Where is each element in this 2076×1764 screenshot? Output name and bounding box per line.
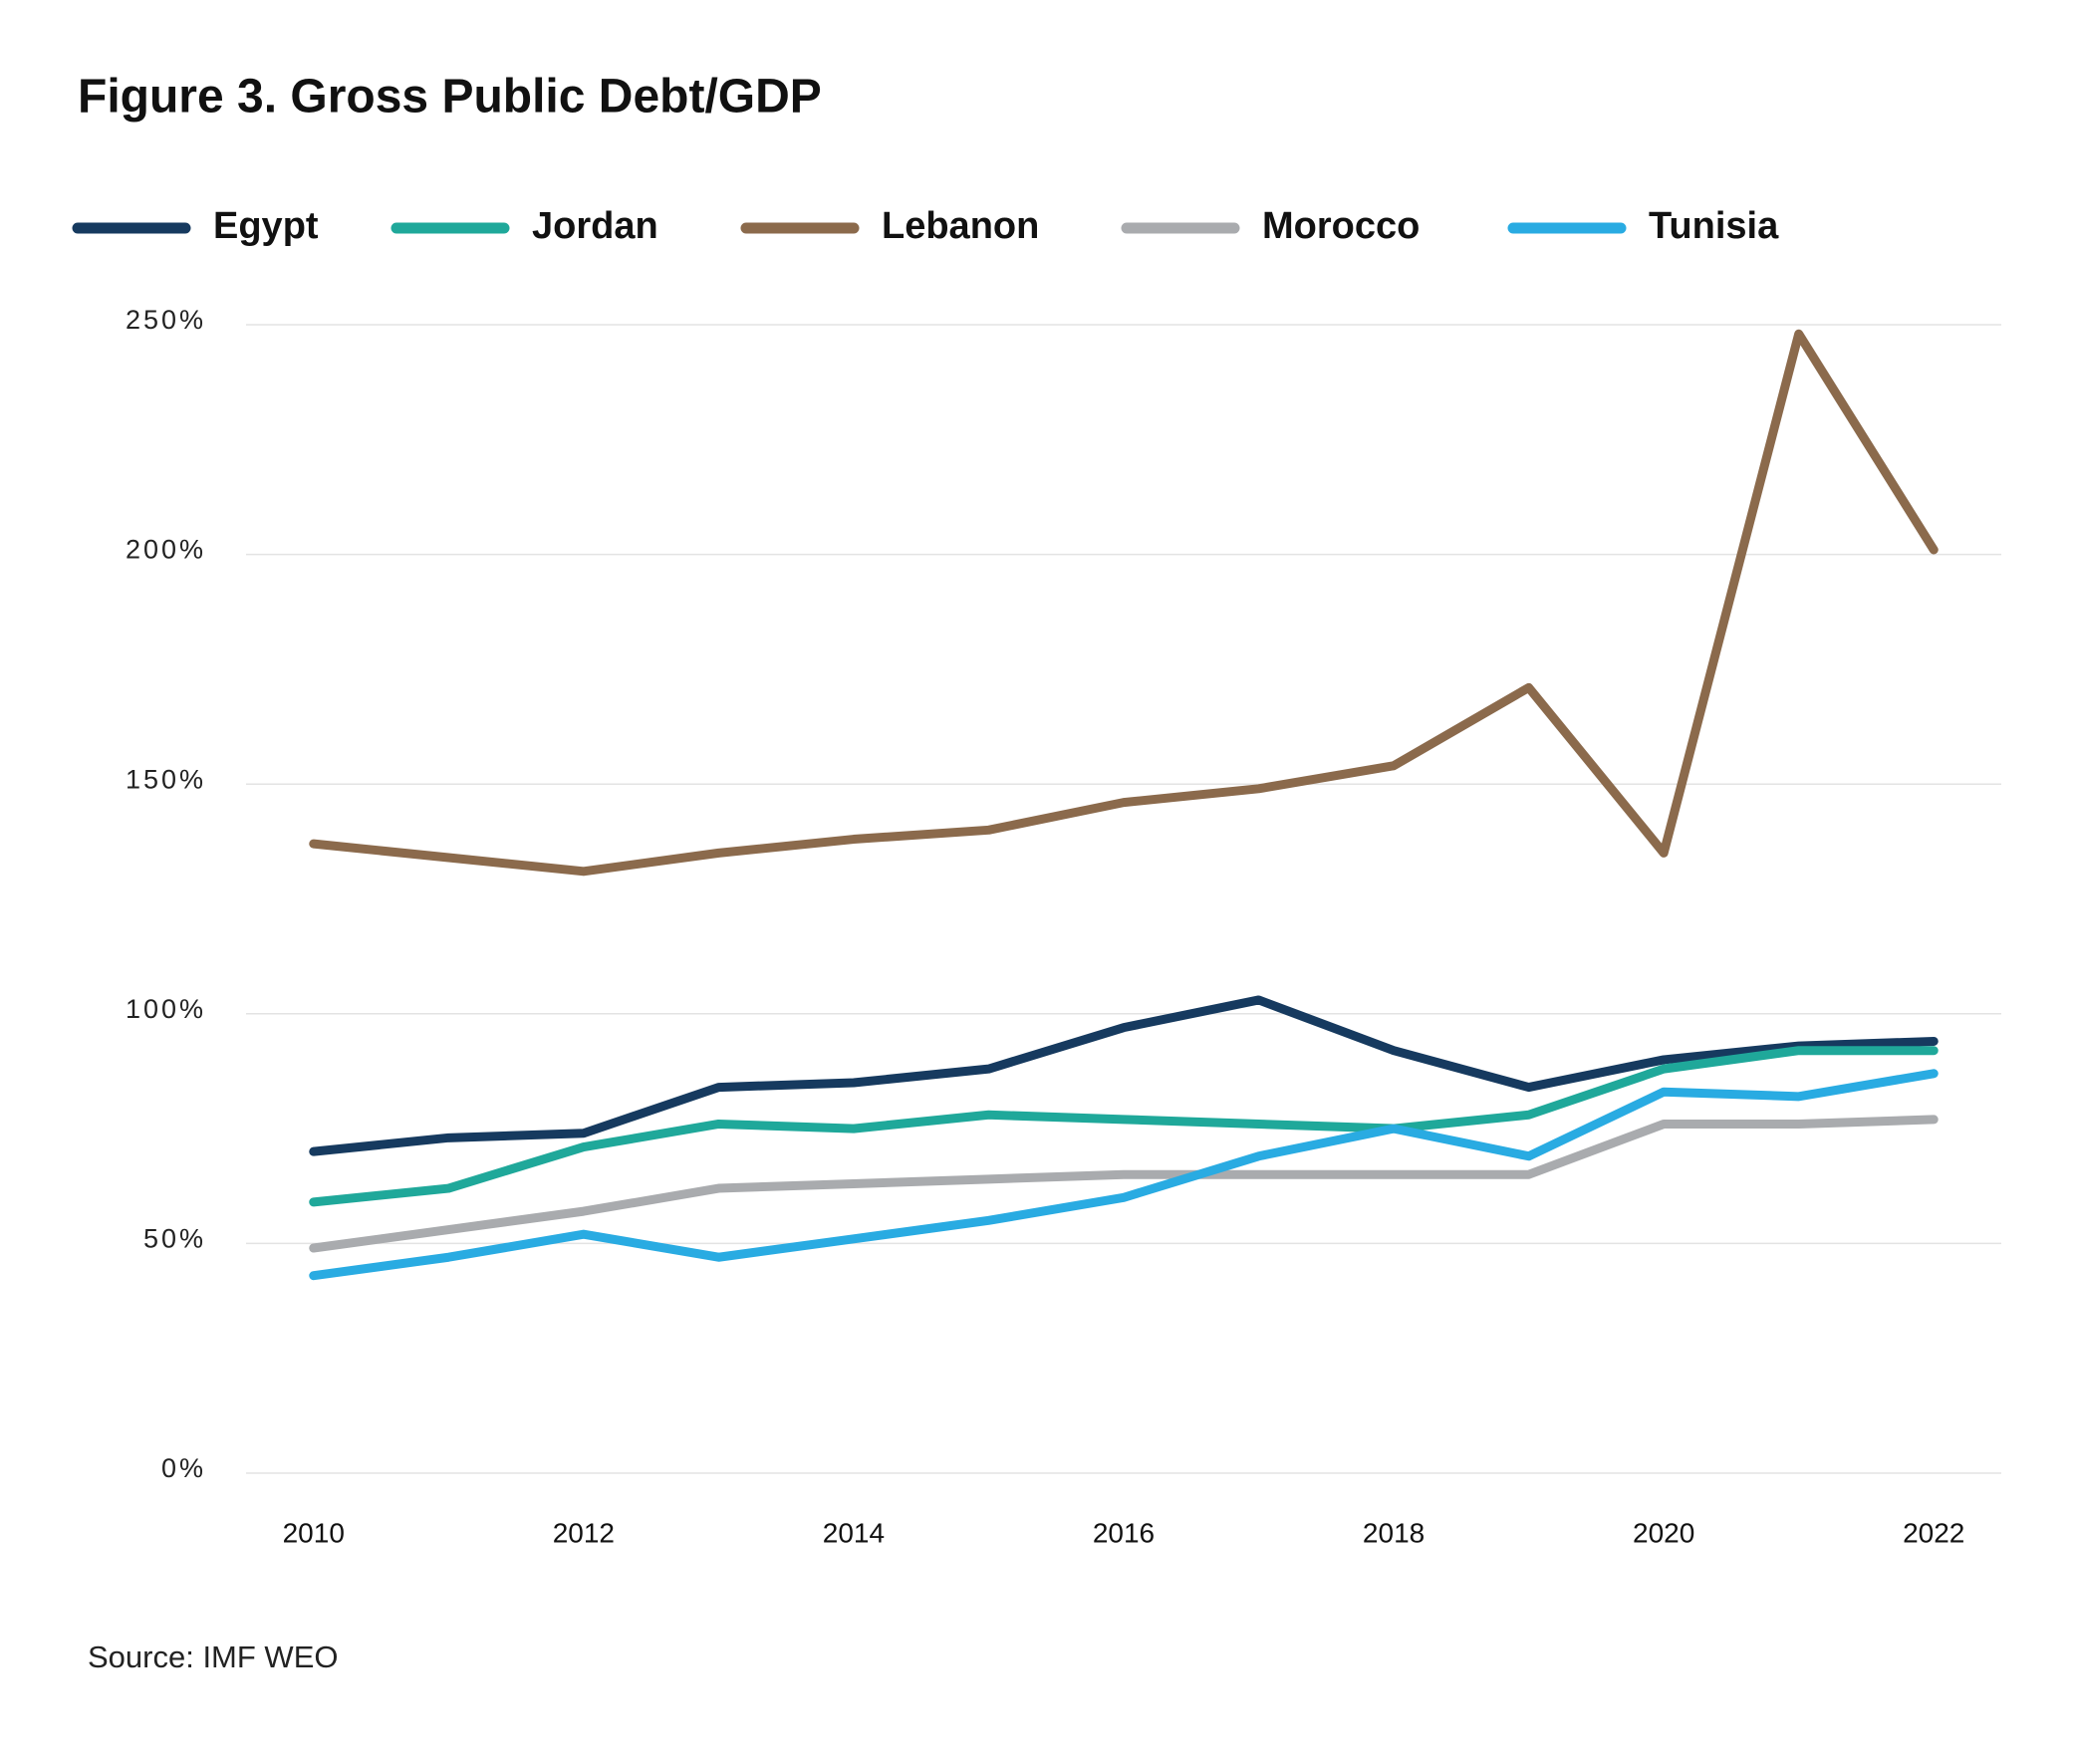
legend-label: Egypt — [213, 205, 319, 247]
y-tick-label: 200% — [126, 535, 206, 565]
x-tick-label: 2020 — [1633, 1517, 1694, 1548]
series-line — [309, 995, 1939, 1156]
y-tick-label: 0% — [161, 1453, 206, 1483]
x-tick-label: 2018 — [1363, 1517, 1425, 1548]
legend-label: Tunisia — [1649, 205, 1779, 247]
y-tick-label: 100% — [126, 994, 206, 1024]
x-tick-label: 2014 — [823, 1517, 885, 1548]
chart-title: Figure 3. Gross Public Debt/GDP — [78, 71, 822, 124]
y-tick-label: 250% — [126, 305, 206, 335]
series-line — [309, 1046, 1939, 1207]
x-tick-label: 2012 — [553, 1517, 615, 1548]
y-tick-label: 50% — [143, 1224, 206, 1254]
series-line — [309, 1115, 1939, 1253]
legend-label: Lebanon — [882, 205, 1039, 247]
legend-label: Jordan — [532, 205, 658, 247]
legend-label: Morocco — [1262, 205, 1420, 247]
series-line — [309, 1069, 1939, 1281]
series-line — [309, 329, 1939, 877]
x-tick-label: 2016 — [1093, 1517, 1155, 1548]
x-tick-label: 2010 — [283, 1517, 345, 1548]
x-tick-label: 2022 — [1903, 1517, 1964, 1548]
y-tick-label: 150% — [126, 764, 206, 794]
source-note: Source: IMF WEO — [88, 1639, 338, 1674]
